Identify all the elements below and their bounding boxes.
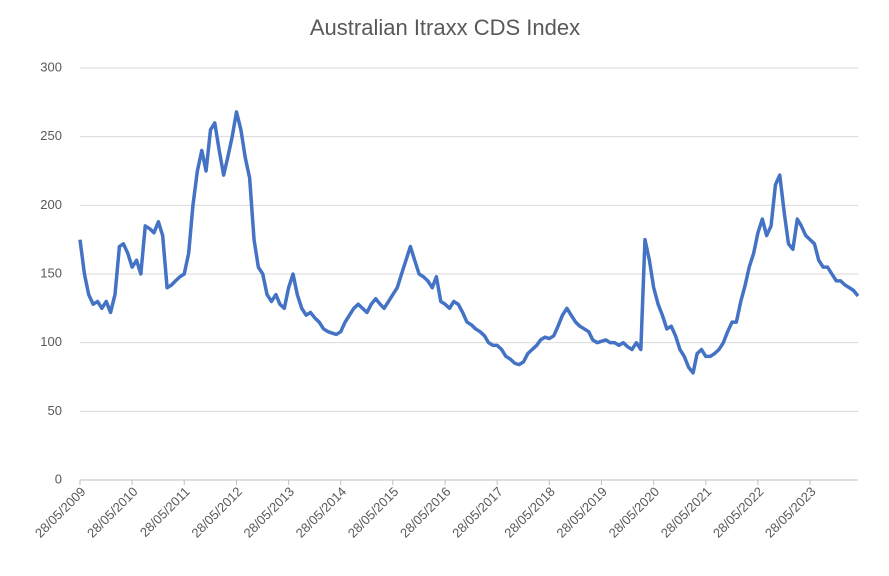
x-tick-label: 28/05/2020	[606, 484, 663, 541]
y-tick-label: 250	[40, 128, 62, 143]
x-tick-label: 28/05/2015	[345, 484, 402, 541]
x-tick-label: 28/05/2010	[84, 484, 141, 541]
x-tick-label: 28/05/2009	[32, 484, 89, 541]
y-tick-label: 100	[40, 334, 62, 349]
y-tick-label: 0	[55, 471, 62, 486]
chart-title: Australian Itraxx CDS Index	[310, 15, 580, 40]
y-tick-label: 200	[40, 197, 62, 212]
x-tick-label: 28/05/2014	[293, 484, 350, 541]
x-tick-label: 28/05/2019	[553, 484, 610, 541]
data-line	[78, 110, 860, 375]
x-tick-label: 28/05/2023	[762, 484, 819, 541]
x-tick-label: 28/05/2022	[710, 484, 767, 541]
x-tick-label: 28/05/2013	[241, 484, 298, 541]
y-tick-label: 150	[40, 265, 62, 280]
x-tick-label: 28/05/2016	[397, 484, 454, 541]
x-tick-label: 28/05/2021	[658, 484, 715, 541]
x-tick-label: 28/05/2017	[449, 484, 506, 541]
x-tick-label: 28/05/2011	[137, 484, 193, 540]
x-tick-label: 28/05/2018	[501, 484, 558, 541]
y-tick-label: 300	[40, 59, 62, 74]
x-tick-label: 28/05/2012	[188, 484, 245, 541]
y-tick-label: 50	[48, 403, 62, 418]
